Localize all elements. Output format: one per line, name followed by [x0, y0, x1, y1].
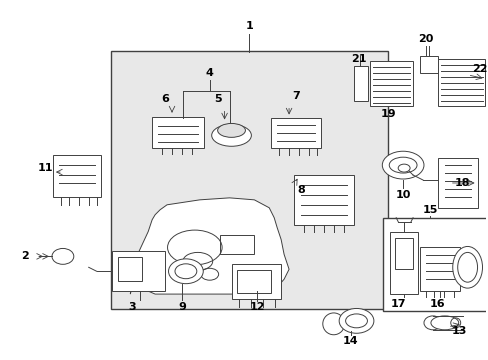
- Text: 13: 13: [451, 326, 467, 336]
- Text: 22: 22: [471, 64, 486, 74]
- Text: 8: 8: [297, 185, 304, 195]
- Text: 12: 12: [249, 302, 264, 312]
- Bar: [53, 155, 101, 197]
- Bar: [118, 257, 142, 281]
- Ellipse shape: [452, 247, 482, 288]
- Text: 18: 18: [454, 178, 469, 188]
- Text: 21: 21: [350, 54, 366, 64]
- Polygon shape: [130, 198, 288, 294]
- Bar: [394, 238, 412, 269]
- Bar: [419, 56, 437, 73]
- Bar: [237, 270, 271, 293]
- Bar: [369, 61, 412, 105]
- Text: 19: 19: [380, 108, 395, 118]
- Text: 4: 4: [205, 68, 213, 78]
- Ellipse shape: [423, 316, 441, 330]
- Text: 10: 10: [395, 190, 410, 200]
- Bar: [419, 247, 459, 291]
- Text: 2: 2: [21, 251, 29, 261]
- Bar: [353, 66, 367, 101]
- Bar: [389, 231, 417, 294]
- Text: 5: 5: [213, 94, 221, 104]
- Text: 14: 14: [342, 336, 358, 346]
- Text: 20: 20: [417, 34, 433, 44]
- Bar: [110, 51, 387, 309]
- Text: 6: 6: [161, 94, 169, 104]
- Bar: [231, 264, 281, 299]
- Text: 3: 3: [128, 302, 136, 312]
- Bar: [437, 158, 477, 208]
- Ellipse shape: [397, 164, 409, 172]
- Ellipse shape: [382, 151, 423, 179]
- Ellipse shape: [211, 125, 251, 146]
- Bar: [152, 117, 203, 148]
- Ellipse shape: [322, 313, 344, 335]
- Ellipse shape: [52, 248, 74, 264]
- Text: 11: 11: [37, 163, 53, 173]
- Bar: [219, 235, 254, 255]
- Text: 7: 7: [291, 91, 299, 101]
- Bar: [293, 175, 353, 225]
- Bar: [271, 118, 320, 148]
- Ellipse shape: [168, 259, 203, 284]
- Text: 9: 9: [178, 302, 185, 312]
- Ellipse shape: [217, 123, 245, 138]
- Bar: [437, 59, 485, 105]
- Ellipse shape: [430, 316, 458, 330]
- Bar: [383, 218, 487, 311]
- Ellipse shape: [339, 309, 373, 333]
- Text: 15: 15: [421, 205, 437, 215]
- Text: 16: 16: [429, 299, 445, 309]
- Bar: [112, 251, 165, 291]
- Text: 17: 17: [389, 299, 405, 309]
- Text: 1: 1: [245, 21, 253, 31]
